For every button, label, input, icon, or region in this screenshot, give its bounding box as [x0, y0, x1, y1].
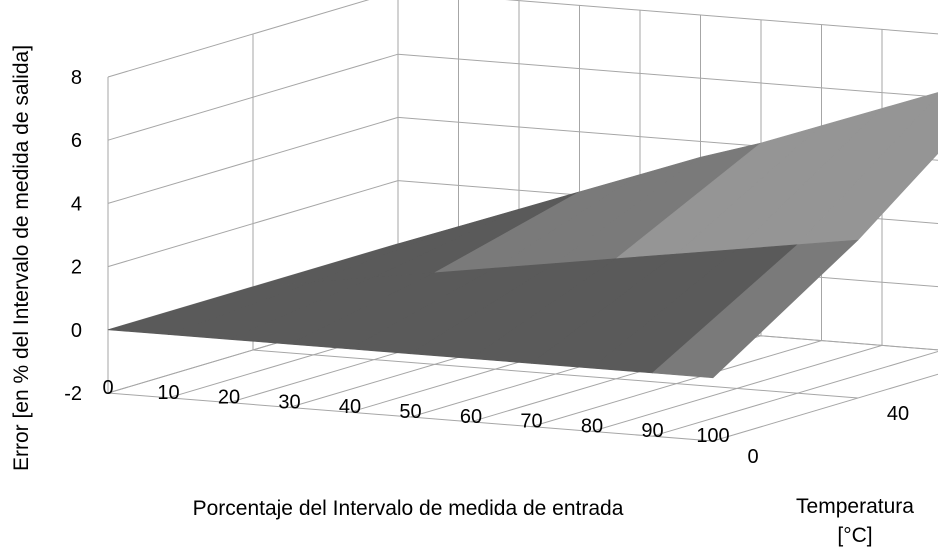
z-tick-label: 6: [71, 130, 82, 152]
x-tick-label: 40: [339, 396, 361, 418]
temperature-tick-label: 0: [747, 446, 758, 468]
z-tick-label: -2: [64, 383, 82, 405]
back-wall-gridline: [505, 0, 938, 35]
x-tick-label: 30: [278, 391, 300, 413]
x-tick-label: 70: [520, 411, 542, 433]
surface-cell: [652, 239, 859, 379]
floor-gridline: [252, 349, 859, 399]
back-wall-gridline: [397, 53, 938, 98]
x-tick-label: 0: [102, 377, 113, 399]
x-tick-label: 90: [641, 420, 663, 442]
x-axis-title: Porcentaje del Intervalo de medida de en…: [193, 497, 624, 520]
x-tick-label: 10: [157, 382, 179, 404]
z-tick-label: 4: [71, 193, 82, 215]
floor-gridline: [107, 392, 714, 442]
z-tick-label: 2: [71, 257, 82, 279]
z-tick-label: 8: [71, 67, 82, 89]
z-tick-label: 0: [71, 320, 82, 342]
temperature-tick-label: 40: [887, 403, 909, 425]
y-axis-title-line2: [°C]: [837, 524, 872, 547]
x-tick-label: 100: [696, 425, 729, 447]
y-axis-title-line1: Temperatura: [796, 495, 914, 518]
x-tick-label: 50: [399, 401, 421, 423]
x-tick-label: 20: [218, 387, 240, 409]
x-tick-label: 60: [460, 406, 482, 428]
x-tick-label: 80: [581, 415, 603, 437]
z-axis-title: Error [en % del Intervalo de medida de s…: [10, 45, 33, 471]
tick-labels: -202468010203040506070809010004080: [64, 67, 909, 468]
surface: [107, 92, 938, 379]
floor-gridline: [712, 373, 938, 442]
